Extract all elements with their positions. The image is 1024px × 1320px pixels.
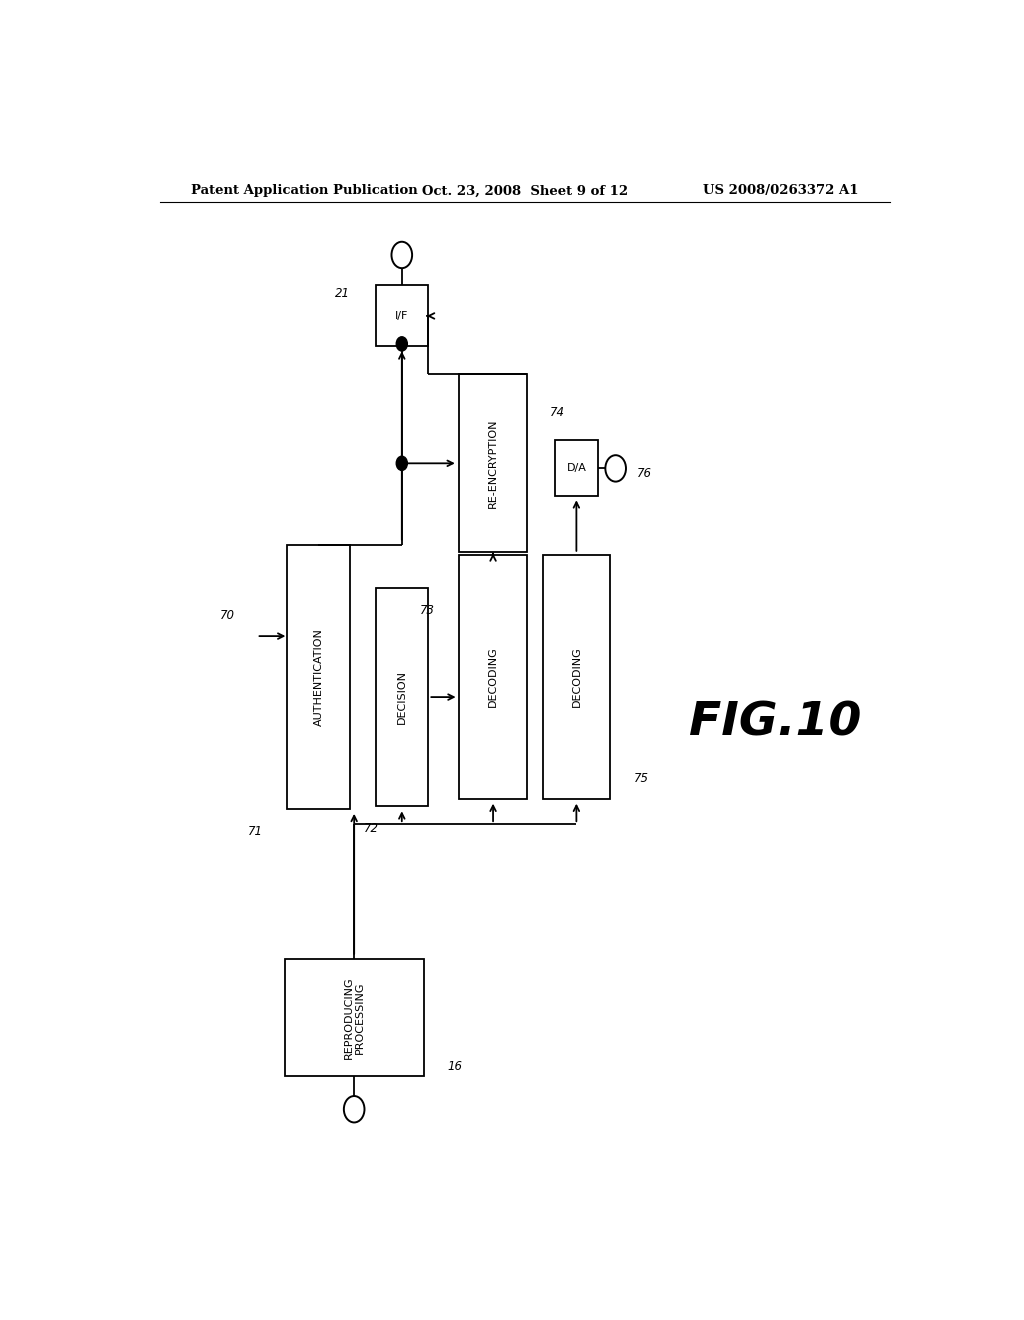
Bar <box>287 545 350 809</box>
Bar <box>460 554 526 799</box>
Text: 70: 70 <box>220 610 234 622</box>
Text: RE-ENCRYPTION: RE-ENCRYPTION <box>488 418 498 508</box>
Text: FIG.10: FIG.10 <box>688 700 861 744</box>
Text: 16: 16 <box>447 1060 463 1073</box>
Text: 21: 21 <box>335 286 350 300</box>
Text: REPRODUCING
PROCESSING: REPRODUCING PROCESSING <box>343 975 365 1059</box>
Bar <box>376 587 428 807</box>
Bar <box>460 375 526 552</box>
Text: US 2008/0263372 A1: US 2008/0263372 A1 <box>702 185 858 198</box>
Text: AUTHENTICATION: AUTHENTICATION <box>313 628 324 726</box>
Text: 74: 74 <box>550 407 564 418</box>
Circle shape <box>396 457 408 470</box>
Text: 75: 75 <box>634 772 649 785</box>
Bar <box>555 441 598 496</box>
Text: 73: 73 <box>420 605 435 618</box>
Text: DECODING: DECODING <box>571 647 582 708</box>
Text: D/A: D/A <box>566 463 587 474</box>
Text: 76: 76 <box>637 467 651 480</box>
Text: I/F: I/F <box>395 312 409 321</box>
Text: 72: 72 <box>365 822 379 836</box>
Text: 71: 71 <box>248 825 262 838</box>
Bar <box>285 958 424 1076</box>
Text: DECISION: DECISION <box>396 671 407 725</box>
Bar <box>376 285 428 346</box>
Circle shape <box>396 337 408 351</box>
Text: Patent Application Publication: Patent Application Publication <box>191 185 418 198</box>
Bar <box>543 554 610 799</box>
Text: DECODING: DECODING <box>488 647 498 708</box>
Text: Oct. 23, 2008  Sheet 9 of 12: Oct. 23, 2008 Sheet 9 of 12 <box>422 185 628 198</box>
